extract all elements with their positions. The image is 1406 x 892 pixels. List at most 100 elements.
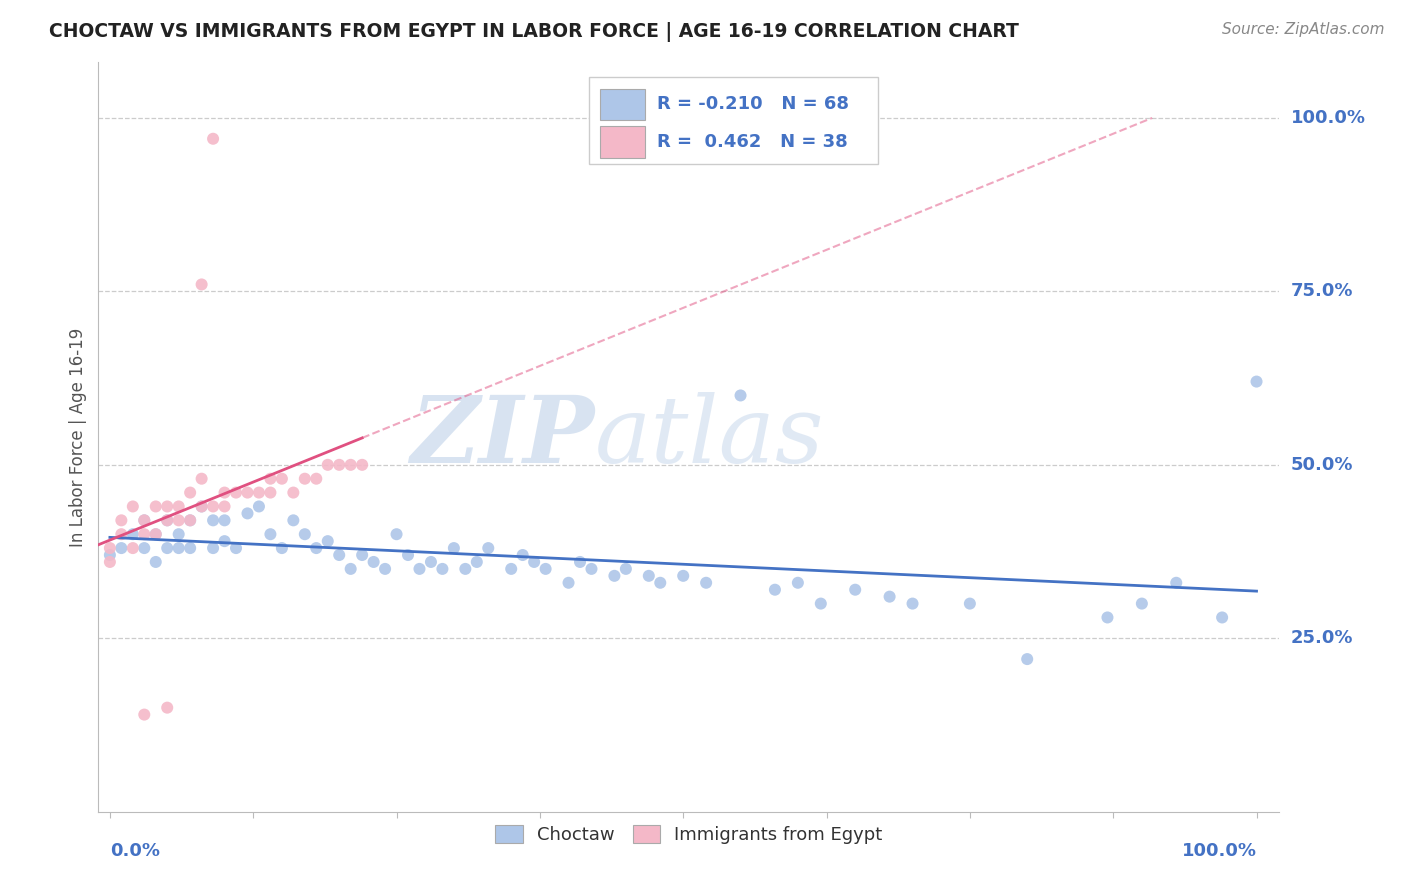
Point [145, 527, 167, 541]
Point [408, 562, 430, 576]
Point [294, 527, 316, 541]
Point [650, 575, 672, 590]
Point [121, 541, 143, 555]
Point [1097, 610, 1119, 624]
Point [1166, 575, 1188, 590]
Point [167, 513, 190, 527]
Point [156, 513, 179, 527]
Point [879, 590, 901, 604]
Point [305, 472, 328, 486]
Point [352, 548, 374, 562]
Point [569, 555, 592, 569]
Point [844, 582, 866, 597]
Point [98, 555, 121, 569]
Point [1211, 610, 1233, 624]
Point [316, 458, 339, 472]
Point [637, 569, 659, 583]
Point [145, 500, 167, 514]
Legend: Choctaw, Immigrants from Egypt: Choctaw, Immigrants from Egypt [488, 818, 890, 851]
Text: atlas: atlas [595, 392, 824, 482]
Text: 75.0%: 75.0% [1291, 283, 1353, 301]
Point [190, 500, 212, 514]
Point [202, 132, 225, 146]
Point [214, 513, 236, 527]
Point [959, 597, 981, 611]
Point [512, 548, 534, 562]
Point [236, 507, 259, 521]
Point [454, 562, 477, 576]
Text: CHOCTAW VS IMMIGRANTS FROM EGYPT IN LABOR FORCE | AGE 16-19 CORRELATION CHART: CHOCTAW VS IMMIGRANTS FROM EGYPT IN LABO… [49, 22, 1019, 42]
Point [603, 569, 626, 583]
Point [225, 485, 247, 500]
Point [202, 541, 225, 555]
Text: 0.0%: 0.0% [110, 842, 160, 860]
Point [110, 513, 132, 527]
Point [396, 548, 419, 562]
Point [202, 513, 225, 527]
Point [270, 541, 292, 555]
Point [214, 500, 236, 514]
Point [179, 485, 201, 500]
Point [156, 513, 179, 527]
Point [179, 541, 201, 555]
Point [98, 548, 121, 562]
FancyBboxPatch shape [589, 78, 877, 163]
Point [730, 388, 752, 402]
Point [810, 597, 832, 611]
Point [202, 500, 225, 514]
Point [225, 541, 247, 555]
Point [214, 485, 236, 500]
Point [294, 472, 316, 486]
Point [339, 458, 361, 472]
Text: Source: ZipAtlas.com: Source: ZipAtlas.com [1222, 22, 1385, 37]
Point [786, 575, 808, 590]
Point [179, 513, 201, 527]
Point [420, 555, 443, 569]
Point [190, 277, 212, 292]
Point [1017, 652, 1039, 666]
Point [443, 541, 465, 555]
Point [283, 513, 305, 527]
Point [316, 534, 339, 549]
Point [247, 500, 270, 514]
Point [305, 541, 328, 555]
Point [134, 707, 156, 722]
Text: 50.0%: 50.0% [1291, 456, 1353, 474]
Text: ZIP: ZIP [411, 392, 595, 482]
Point [190, 500, 212, 514]
Point [477, 541, 499, 555]
Point [901, 597, 924, 611]
Point [179, 513, 201, 527]
Point [145, 555, 167, 569]
Point [156, 700, 179, 714]
Point [614, 562, 637, 576]
Y-axis label: In Labor Force | Age 16-19: In Labor Force | Age 16-19 [69, 327, 87, 547]
Point [134, 513, 156, 527]
Point [236, 485, 259, 500]
Point [557, 575, 579, 590]
Point [385, 527, 408, 541]
Point [363, 555, 385, 569]
Text: 100.0%: 100.0% [1291, 109, 1365, 127]
Point [190, 472, 212, 486]
Point [247, 485, 270, 500]
Text: 25.0%: 25.0% [1291, 629, 1353, 648]
Point [432, 562, 454, 576]
Text: 100.0%: 100.0% [1181, 842, 1257, 860]
Point [110, 541, 132, 555]
Point [328, 548, 350, 562]
Point [167, 541, 190, 555]
Point [121, 500, 143, 514]
Point [167, 500, 190, 514]
Point [1130, 597, 1153, 611]
Point [328, 458, 350, 472]
Point [156, 541, 179, 555]
Point [465, 555, 488, 569]
Point [110, 527, 132, 541]
Point [339, 562, 361, 576]
Point [534, 562, 557, 576]
Point [167, 527, 190, 541]
FancyBboxPatch shape [600, 126, 645, 158]
Point [1246, 375, 1268, 389]
Point [672, 569, 695, 583]
